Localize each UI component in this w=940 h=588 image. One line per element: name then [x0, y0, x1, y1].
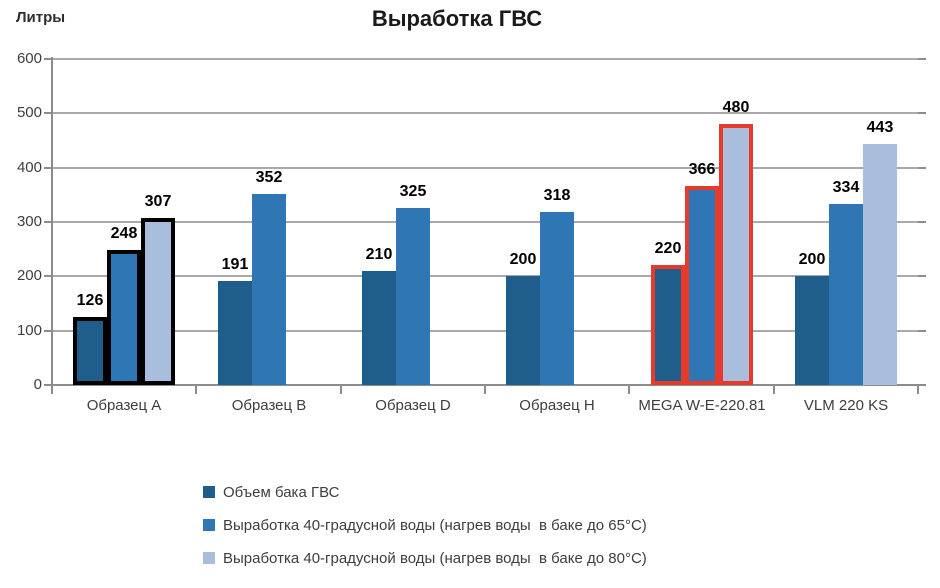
gridline-200 — [52, 275, 918, 277]
chart-title: Выработка ГВС — [371, 6, 543, 31]
y-tick-label-400: 400 — [16, 159, 42, 176]
y-tick-right-100 — [918, 330, 926, 332]
bar-value-label-series3-cat5: 480 — [722, 99, 750, 116]
legend-swatch-icon — [203, 519, 215, 531]
legend-swatch-icon — [203, 552, 215, 564]
gridline-300 — [52, 221, 918, 223]
bar-series1-cat1 — [73, 317, 107, 385]
y-axis-label: Литры — [16, 9, 66, 26]
x-axis-line — [51, 384, 919, 386]
gridline-100 — [52, 330, 918, 332]
bar-series2-cat5 — [685, 186, 719, 385]
legend-label: Выработка 40-градусной воды (нагрев воды… — [223, 549, 647, 567]
bar-value-label-series2-cat3: 325 — [399, 183, 427, 200]
y-tick-label-200: 200 — [16, 267, 42, 284]
bar-series2-cat3 — [396, 208, 430, 385]
bar-series1-cat4 — [506, 276, 540, 385]
y-tick-right-200 — [918, 275, 926, 277]
x-axis-category-label-5: MEGA W-E-220.81 — [638, 397, 766, 414]
y-tick-label-100: 100 — [16, 322, 42, 339]
y-tick-right-500 — [918, 112, 926, 114]
y-tick-label-300: 300 — [16, 213, 42, 230]
x-axis-category-label-3: Образец D — [375, 397, 451, 414]
legend-label: Выработка 40-градусной воды (нагрев воды… — [223, 516, 647, 534]
bar-series3-cat6 — [863, 144, 897, 385]
bar-series3-cat1 — [141, 218, 175, 385]
gridline-500 — [52, 112, 918, 114]
x-tick-6 — [917, 386, 919, 394]
bar-value-label-series2-cat6: 334 — [832, 179, 860, 196]
bar-series1-cat2 — [218, 281, 252, 385]
bar-value-label-series3-cat1: 307 — [144, 193, 172, 210]
x-axis-category-label-1: Образец A — [86, 397, 162, 414]
bar-value-label-series2-cat1: 248 — [110, 225, 138, 242]
x-tick-1 — [195, 386, 197, 394]
bar-series2-cat6 — [829, 204, 863, 385]
y-tick-left-200 — [44, 275, 52, 277]
x-tick-2 — [340, 386, 342, 394]
y-tick-label-600: 600 — [16, 50, 42, 67]
bar-series1-cat3 — [362, 271, 396, 385]
legend-swatch-icon — [203, 486, 215, 498]
bar-series2-cat2 — [252, 194, 286, 385]
x-tick-3 — [484, 386, 486, 394]
legend-label: Объем бака ГВС — [223, 483, 340, 501]
bar-value-label-series2-cat2: 352 — [255, 169, 283, 186]
y-axis-line — [51, 57, 53, 386]
y-tick-right-400 — [918, 167, 926, 169]
legend: Объем бака ГВС Выработка 40-градусной вод… — [203, 483, 647, 582]
bar-value-label-series1-cat3: 210 — [365, 246, 393, 263]
y-tick-left-400 — [44, 167, 52, 169]
y-tick-right-600 — [918, 58, 926, 60]
x-axis-category-label-6: VLM 220 KS — [803, 397, 889, 414]
x-tick-5 — [773, 386, 775, 394]
bar-value-label-series1-cat2: 191 — [221, 256, 249, 273]
bar-series2-cat1 — [107, 250, 141, 385]
bar-value-label-series1-cat1: 126 — [76, 292, 104, 309]
gridline-400 — [52, 167, 918, 169]
y-tick-right-300 — [918, 221, 926, 223]
gridline-600 — [52, 58, 918, 60]
y-tick-left-0 — [44, 384, 52, 386]
bar-value-label-series2-cat5: 366 — [688, 161, 716, 178]
bar-value-label-series2-cat4: 318 — [543, 187, 571, 204]
x-tick-0 — [51, 386, 53, 394]
bar-value-label-series1-cat5: 220 — [654, 240, 682, 257]
y-tick-label-0: 0 — [33, 376, 42, 393]
legend-item-3: Выработка 40-градусной воды (нагрев воды… — [203, 549, 647, 567]
bar-value-label-series3-cat6: 443 — [866, 119, 894, 136]
y-tick-left-100 — [44, 330, 52, 332]
x-axis-category-label-2: Образец B — [231, 397, 307, 414]
legend-item-2: Выработка 40-градусной воды (нагрев воды… — [203, 516, 647, 534]
bar-value-label-series1-cat6: 200 — [798, 251, 826, 268]
y-tick-left-500 — [44, 112, 52, 114]
y-tick-label-500: 500 — [16, 104, 42, 121]
bar-series3-cat5 — [719, 124, 753, 385]
y-tick-left-300 — [44, 221, 52, 223]
y-tick-left-600 — [44, 58, 52, 60]
legend-item-1: Объем бака ГВС — [203, 483, 647, 501]
x-tick-4 — [628, 386, 630, 394]
bar-value-label-series1-cat4: 200 — [509, 251, 537, 268]
x-axis-category-label-4: Образец H — [519, 397, 595, 414]
bar-series1-cat5 — [651, 265, 685, 385]
bar-series1-cat6 — [795, 276, 829, 385]
y-tick-right-0 — [918, 384, 926, 386]
bar-series2-cat4 — [540, 212, 574, 385]
